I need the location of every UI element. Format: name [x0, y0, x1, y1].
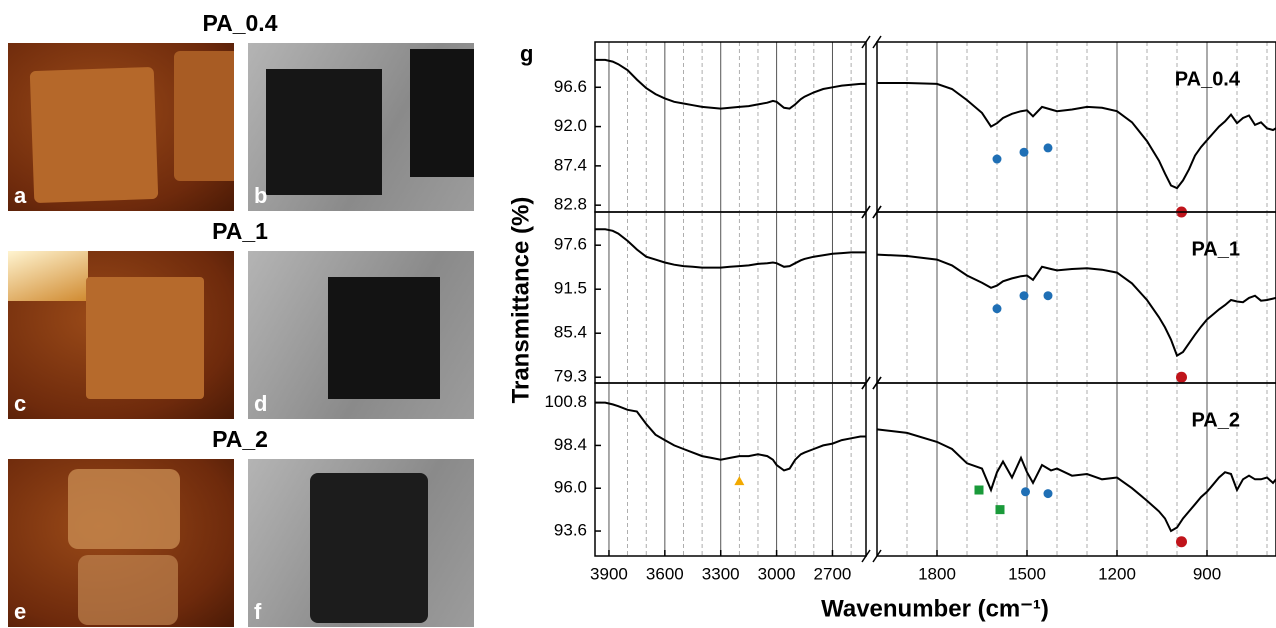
sample: [266, 69, 382, 195]
y-tick-label: 96.0: [554, 478, 587, 497]
axis-break: [872, 549, 882, 563]
y-tick-label: 92.0: [554, 116, 587, 135]
sample: [328, 277, 440, 399]
photo-label: c: [14, 391, 27, 416]
photo-title: PA_0.4: [202, 10, 278, 36]
spectrum-line: [877, 82, 1276, 190]
axis-break: [872, 35, 882, 49]
panel-title: PA_1: [1191, 238, 1240, 260]
photo-label: e: [14, 599, 27, 624]
sample: [174, 51, 234, 181]
spectrum-line: [595, 401, 866, 472]
x-axis-label: Wavenumber (cm⁻¹): [821, 595, 1049, 622]
y-tick-label: 82.8: [554, 195, 587, 214]
panel-frame: [876, 382, 1276, 557]
sample: [29, 66, 159, 204]
spectrum-line: [876, 253, 1276, 358]
panel-frame: [594, 41, 867, 213]
marker-circle: [1019, 291, 1029, 301]
photo-label: b: [254, 183, 268, 208]
y-tick-label: 85.4: [554, 323, 587, 342]
marker-circle: [1176, 536, 1187, 548]
marker-circle: [1043, 489, 1053, 499]
axis-break: [861, 549, 871, 563]
panel-label: g: [520, 41, 533, 66]
y-tick-label: 93.6: [554, 521, 587, 540]
y-tick-label: 79.3: [554, 367, 587, 386]
photo: d: [248, 251, 474, 419]
marker-circle: [1043, 291, 1053, 301]
panel-title: PA_2: [1191, 409, 1240, 431]
spectrum-line: [595, 228, 866, 269]
y-tick-label: 87.4: [554, 155, 587, 174]
photo-title: PA_2: [212, 426, 268, 452]
x-tick-label: 900: [1193, 564, 1221, 583]
panel-frame: [594, 382, 867, 557]
x-tick-label: 1800: [918, 564, 956, 583]
axis-break: [861, 376, 871, 390]
sample: [78, 555, 178, 625]
y-tick-label: 91.5: [554, 279, 587, 298]
photo-label: d: [254, 391, 268, 416]
marker-circle: [1043, 143, 1053, 153]
sample: [8, 251, 88, 301]
sample: [68, 469, 180, 549]
sample: [86, 277, 204, 399]
marker-circle: [1021, 487, 1030, 497]
x-tick-label: 3300: [702, 564, 740, 583]
spectrum-line: [595, 58, 866, 110]
axis-break: [872, 205, 882, 219]
marker-circle: [992, 304, 1002, 314]
panel-frame: [594, 211, 867, 384]
sample: [310, 473, 428, 623]
y-tick-label: 98.4: [554, 435, 587, 454]
y-tick-label: 100.8: [544, 392, 587, 411]
y-tick-label: 97.6: [554, 235, 587, 254]
marker-circle: [992, 154, 1002, 164]
photo-title: PA_1: [212, 218, 268, 244]
x-tick-label: 3600: [646, 564, 684, 583]
chart: g Transmittance (%) Wavenumber (cm⁻¹) 82…: [507, 35, 1276, 622]
marker-triangle: [734, 476, 745, 486]
photo: b: [248, 43, 474, 211]
x-tick-label: 3900: [590, 564, 628, 583]
x-tick-label: 1200: [1098, 564, 1136, 583]
marker-square: [974, 485, 984, 495]
marker-square: [995, 505, 1005, 515]
photo: c: [8, 251, 234, 419]
spectrum-line: [876, 428, 1276, 533]
marker-circle: [1176, 371, 1187, 383]
y-tick-label: 96.6: [554, 77, 587, 96]
axis-break: [861, 35, 871, 49]
marker-circle: [1019, 147, 1029, 157]
sample: [410, 49, 474, 177]
axis-break: [861, 205, 871, 219]
x-tick-label: 2700: [814, 564, 852, 583]
photo-label: a: [14, 183, 27, 208]
y-axis-label: Transmittance (%): [507, 197, 534, 404]
photo: a: [8, 43, 234, 211]
x-tick-label: 3000: [758, 564, 796, 583]
x-tick-label: 1500: [1008, 564, 1046, 583]
photo: f: [248, 459, 474, 627]
photo: e: [8, 459, 234, 627]
axis-break: [872, 376, 882, 390]
panel-title: PA_0.4: [1175, 68, 1241, 90]
photo-label: f: [254, 599, 262, 624]
